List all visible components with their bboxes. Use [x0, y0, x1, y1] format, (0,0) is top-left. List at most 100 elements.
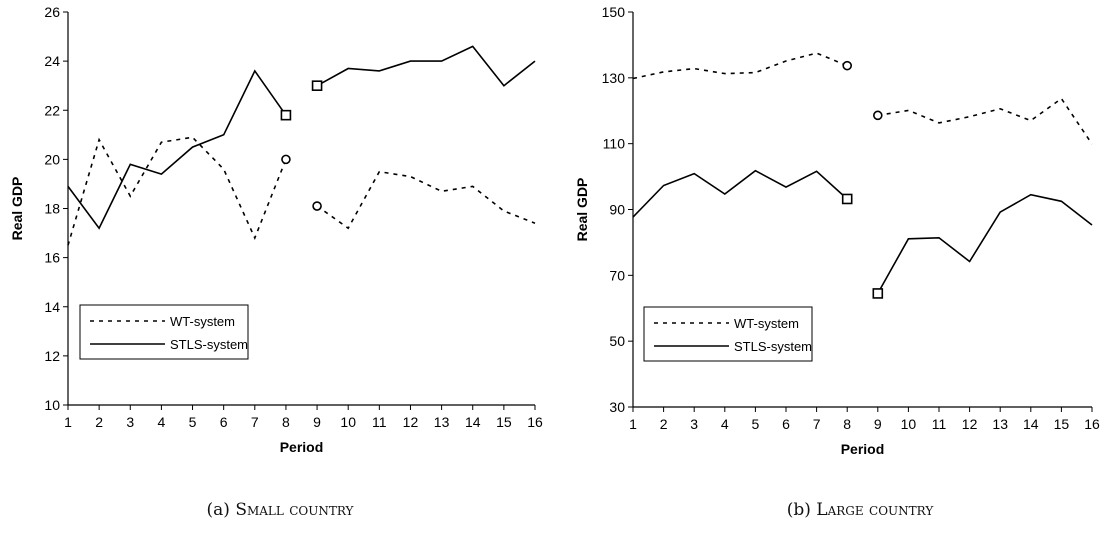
data-point-wt-system	[723, 72, 727, 76]
y-tick-label: 130	[602, 70, 626, 86]
data-point-stls-system	[784, 185, 788, 189]
x-tick-label: 3	[126, 414, 134, 430]
x-tick-label: 9	[874, 416, 882, 432]
legend-box	[643, 306, 813, 362]
data-point-stls-system	[937, 236, 941, 240]
x-tick-label: 10	[340, 414, 356, 430]
data-point-stls-system	[1059, 199, 1063, 203]
data-point-wt-system	[377, 170, 381, 174]
x-tick-label: 11	[372, 414, 387, 430]
data-point-stls-system	[631, 215, 635, 219]
data-point-stls-system	[906, 237, 910, 241]
series-line-wt-system	[316, 170, 536, 230]
x-tick-label: 16	[1084, 416, 1100, 432]
data-point-wt-system	[97, 138, 101, 142]
x-tick-label: 15	[496, 414, 512, 430]
caption-text: Large country	[816, 500, 934, 520]
data-point-stls-system	[159, 172, 163, 176]
x-tick-label: 7	[813, 416, 821, 432]
series-line-wt-system	[877, 97, 1093, 145]
data-point-stls-system	[815, 169, 819, 173]
x-tick-label: 2	[95, 414, 103, 430]
data-point-wt-system	[408, 175, 412, 179]
data-point-stls-system	[408, 59, 412, 63]
data-point-stls-system	[253, 69, 257, 73]
y-tick-label: 22	[44, 102, 60, 118]
legend: WT-system STLS-system	[79, 304, 249, 360]
data-point-stls-system	[66, 184, 70, 188]
legend-label-wt-system: WT-system	[170, 314, 235, 329]
y-tick-label: 16	[44, 250, 60, 266]
data-point-wt-system	[66, 243, 70, 247]
y-tick-label: 24	[44, 53, 60, 69]
x-axis-label: Period	[841, 441, 885, 457]
x-tick-label: 5	[752, 416, 760, 432]
legend-label-wt-system: WT-system	[734, 316, 799, 331]
data-point-wt-system	[937, 121, 941, 125]
data-point-wt-system	[753, 71, 757, 75]
marker-square-stls-system	[280, 109, 292, 121]
x-tick-label: 2	[660, 416, 668, 432]
y-tick-label: 150	[602, 4, 626, 20]
x-tick-label: 3	[690, 416, 698, 432]
chart-panel-small-country: 10 12 14 16 18 20 22 24 26 1 2 3 4 5 6 7 8 9 10 11 12 13 14 15 1…	[0, 0, 550, 480]
data-point-wt-system	[815, 51, 819, 55]
data-point-wt-system	[1090, 142, 1094, 146]
y-axis-label: Real GDP	[574, 178, 590, 242]
x-tick-label: 13	[434, 414, 450, 430]
y-tick-label: 10	[44, 397, 60, 413]
series-line-stls-system	[632, 169, 848, 218]
x-axis-label: Period	[280, 439, 324, 455]
x-tick-label: 5	[189, 414, 197, 430]
marker-circle-wt-system	[281, 154, 291, 165]
y-tick-label: 110	[603, 136, 626, 152]
x-tick-label: 8	[282, 414, 290, 430]
data-point-wt-system	[222, 167, 226, 171]
data-point-stls-system	[723, 192, 727, 196]
marker-square-stls-system	[311, 80, 323, 91]
caption-prefix: (a)	[206, 500, 230, 520]
data-point-stls-system	[533, 59, 537, 63]
y-axis-label: Real GDP	[9, 177, 25, 241]
caption-prefix: (b)	[786, 500, 811, 520]
x-tick-label: 12	[403, 414, 419, 430]
x-tick-label: 16	[527, 414, 543, 430]
data-point-wt-system	[346, 226, 350, 230]
legend-box	[79, 304, 249, 360]
legend-label-stls-system: STLS-system	[170, 337, 248, 352]
marker-circle-wt-system	[872, 110, 883, 121]
y-tick-label: 14	[44, 299, 60, 315]
data-point-wt-system	[191, 135, 195, 139]
series-line-stls-system	[316, 45, 536, 87]
data-point-stls-system	[753, 169, 757, 173]
data-point-wt-system	[502, 209, 506, 213]
x-tick-label: 10	[901, 416, 917, 432]
data-point-wt-system	[128, 194, 132, 198]
data-point-wt-system	[692, 67, 696, 71]
data-point-wt-system	[1059, 97, 1063, 101]
x-tick-label: 11	[932, 416, 947, 432]
data-point-wt-system	[631, 76, 635, 80]
caption-small-country: (a) Small country	[120, 500, 440, 520]
y-tick-label: 12	[44, 348, 60, 364]
data-point-wt-system	[968, 115, 972, 119]
chart-panel-large-country: 30 50 70 90 110 130 150 1 2 3 4 5 6 7 8 9 10 11 12 13 14 15 16…	[572, 0, 1107, 480]
x-tick-label: 14	[1023, 416, 1039, 432]
marker-circle-wt-system	[312, 201, 322, 211]
legend: WT-system STLS-system	[643, 306, 813, 362]
data-point-stls-system	[97, 226, 101, 230]
y-tick-label: 50	[609, 333, 625, 349]
marker-circle-wt-system	[842, 60, 853, 71]
data-point-stls-system	[968, 260, 972, 264]
x-tick-label: 12	[962, 416, 978, 432]
data-point-stls-system	[502, 84, 506, 88]
legend-label-stls-system: STLS-system	[734, 339, 812, 354]
data-point-wt-system	[662, 70, 666, 74]
data-point-wt-system	[471, 184, 475, 188]
data-point-stls-system	[1090, 223, 1094, 227]
data-point-wt-system	[253, 236, 257, 240]
data-point-stls-system	[191, 145, 195, 149]
caption-text: Small country	[235, 500, 354, 520]
data-point-stls-system	[346, 66, 350, 70]
